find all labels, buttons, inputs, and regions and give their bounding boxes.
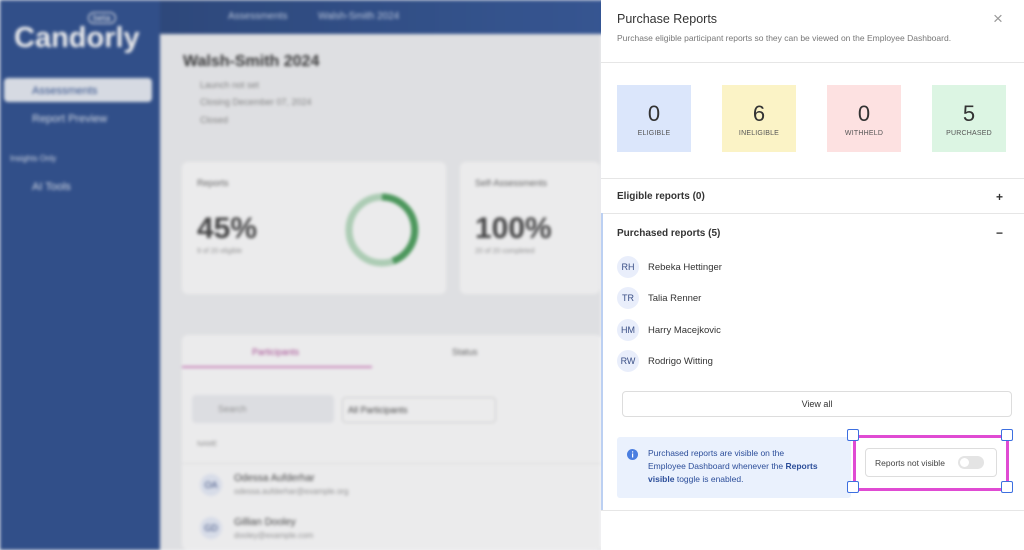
- avatar: RH: [617, 256, 639, 278]
- section-title[interactable]: Eligible reports (0): [617, 191, 705, 202]
- meta: Closing December 07, 2024: [200, 97, 312, 107]
- filter[interactable]: All Participants: [342, 397, 496, 423]
- card: Reports 45% 9 of 20 eligible: [182, 162, 446, 294]
- divider: [601, 213, 1024, 214]
- breadcrumb: Walsh-Smith 2024: [318, 11, 400, 22]
- stat-value: 0: [857, 101, 871, 126]
- avatar: RW: [617, 350, 639, 372]
- avatar: OA: [200, 474, 222, 496]
- person-name: Talia Renner: [648, 293, 702, 304]
- info-text: Purchased reports are visible on the Emp…: [648, 447, 818, 486]
- search-placeholder: Search: [218, 404, 247, 414]
- card-value: 45%: [197, 212, 258, 245]
- info-box: Purchased reports are visible on the Emp…: [617, 437, 851, 498]
- person-name: Rebeka Hettinger: [648, 262, 722, 273]
- tab[interactable]: Participants: [252, 347, 300, 357]
- stat: 6 INELIGIBLE: [722, 85, 796, 152]
- donut: [345, 193, 419, 267]
- divider: [601, 178, 1024, 179]
- avatar: TR: [617, 287, 639, 309]
- card-note: 9 of 20 eligible: [197, 248, 243, 255]
- panel-title: Purchase Reports: [617, 12, 718, 26]
- collapse-toggle[interactable]: −: [996, 226, 1004, 240]
- column-header: NAME: [197, 441, 218, 448]
- divider: [601, 62, 1024, 63]
- row-divider: [182, 463, 602, 464]
- tab-underline: [182, 366, 372, 368]
- handle: [847, 481, 859, 493]
- filter-label: All Participants: [348, 405, 408, 415]
- stat: 0 WITHHELD: [827, 85, 901, 152]
- overlay: [0, 0, 601, 550]
- stat-label: PURCHASED: [946, 130, 992, 137]
- stat-value: 6: [752, 101, 766, 126]
- tab[interactable]: Status: [452, 347, 478, 357]
- person-name: Harry Macejkovic: [648, 325, 721, 336]
- sidebar: Candorly beta Assessments Report Preview…: [0, 0, 160, 550]
- breadcrumb[interactable]: Assessments: [228, 11, 288, 22]
- avatar: GD: [200, 517, 222, 539]
- toggle-label: Reports not visible: [875, 458, 945, 468]
- nav-active: [4, 78, 152, 102]
- section-accent: [601, 213, 603, 510]
- expand-toggle[interactable]: +: [996, 190, 1004, 204]
- page-title: Walsh-Smith 2024: [183, 53, 320, 70]
- stat: 5 PURCHASED: [932, 85, 1006, 152]
- meta: Launch not set: [200, 80, 260, 90]
- side-panel: Purchase Reports × Purchase eligible par…: [601, 0, 1024, 550]
- nav-item[interactable]: Assessments: [32, 85, 98, 97]
- row-email: dooley@example.com: [234, 531, 314, 540]
- row-name: Odessa Aufderhar: [234, 473, 315, 484]
- table-card: Participants Status Search All Participa…: [182, 335, 602, 550]
- info-text-bold: Reports visible: [648, 461, 818, 484]
- nav-section: Insights Only: [10, 154, 57, 163]
- nav-item[interactable]: Report Preview: [32, 113, 108, 125]
- info-text-part: Purchased reports are visible on the Emp…: [648, 448, 786, 471]
- card-note: 20 of 20 completed: [475, 248, 535, 255]
- stat-label: INELIGIBLE: [738, 130, 780, 137]
- visibility-toggle[interactable]: Reports not visible: [865, 448, 997, 477]
- switch[interactable]: [958, 456, 984, 469]
- stat-label: ELIGIBLE: [637, 130, 671, 137]
- stat-label: WITHHELD: [844, 130, 884, 137]
- info-text-part: toggle is enabled.: [674, 474, 744, 484]
- highlight-box: [853, 435, 1009, 491]
- card-value: 100%: [475, 212, 552, 245]
- stat-value: 0: [647, 101, 661, 126]
- logo-badge: beta: [88, 12, 116, 24]
- section-title[interactable]: Purchased reports (5): [617, 228, 721, 239]
- person-name: Rodrigo Witting: [648, 356, 713, 367]
- panel-subtitle: Purchase eligible participant reports so…: [617, 33, 952, 43]
- avatar: HM: [617, 319, 639, 341]
- row-email: odessa.aufderhar@example.org: [234, 487, 349, 496]
- view-all-button[interactable]: View all: [622, 391, 1012, 417]
- meta: Closed: [200, 115, 229, 125]
- search[interactable]: Search: [192, 395, 334, 423]
- stat: 0 ELIGIBLE: [617, 85, 691, 152]
- nav-item[interactable]: AI Tools: [32, 181, 71, 193]
- logo: Candorly: [14, 22, 140, 54]
- divider: [601, 510, 1024, 511]
- card-title: Reports: [197, 178, 229, 188]
- info-icon: [627, 449, 638, 460]
- row-name: Gillian Dooley: [234, 517, 296, 528]
- switch-knob: [960, 458, 969, 467]
- handle: [1001, 429, 1013, 441]
- card: Self-Assessments 100% 20 of 20 completed: [460, 162, 600, 294]
- stat-value: 5: [962, 101, 976, 126]
- close-button[interactable]: ×: [993, 9, 1003, 28]
- card-title: Self-Assessments: [475, 178, 548, 188]
- handle: [847, 429, 859, 441]
- handle: [1001, 481, 1013, 493]
